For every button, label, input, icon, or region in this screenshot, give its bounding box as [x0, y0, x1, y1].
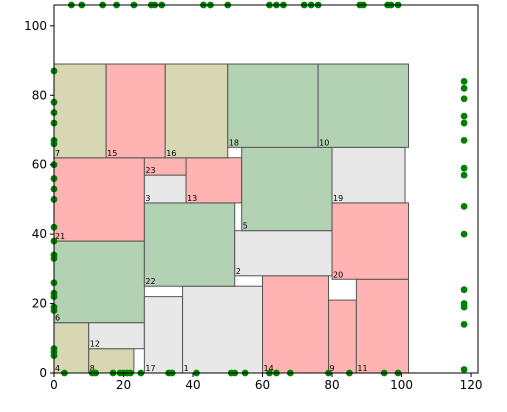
rect-label-22: 22 — [145, 277, 155, 286]
rect-label-8: 8 — [90, 364, 95, 373]
rect-14 — [262, 275, 330, 374]
y-tick-label-40: 40 — [32, 227, 47, 241]
point-80 — [460, 366, 468, 373]
rect-15 — [105, 63, 166, 159]
rect-1 — [182, 285, 264, 374]
rect-7 — [53, 63, 107, 159]
point-69 — [460, 112, 468, 120]
rectangles-layer — [53, 63, 409, 374]
point-79 — [460, 320, 468, 328]
rect-18 — [227, 63, 319, 148]
rect-label-11: 11 — [357, 364, 367, 373]
rect-label-9: 9 — [330, 364, 335, 373]
rect-label-10: 10 — [319, 138, 329, 147]
rect-17 — [143, 296, 184, 374]
rect-label-6: 6 — [55, 314, 60, 323]
rect-11 — [355, 278, 409, 374]
rect-2 — [234, 230, 333, 277]
x-tick-label-20: 20 — [116, 378, 131, 392]
y-tick-label-0: 0 — [39, 366, 47, 380]
rect-10 — [317, 63, 409, 148]
rect-label-5: 5 — [243, 222, 248, 231]
point-72 — [460, 164, 468, 172]
rect-9 — [328, 299, 357, 374]
point-75 — [460, 230, 468, 238]
x-tick-label-120: 120 — [460, 378, 483, 392]
point-73 — [460, 171, 468, 179]
rect-label-20: 20 — [333, 270, 343, 279]
rect-label-23: 23 — [145, 166, 155, 175]
point-67 — [460, 84, 468, 92]
point-74 — [460, 202, 468, 210]
rect-label-2: 2 — [236, 267, 241, 276]
rect-label-12: 12 — [90, 340, 100, 349]
y-tick-label-20: 20 — [32, 297, 47, 311]
rect-label-4: 4 — [55, 364, 60, 373]
point-70 — [460, 119, 468, 127]
rect-label-16: 16 — [166, 149, 176, 158]
rect-12 — [88, 322, 145, 350]
rect-label-3: 3 — [145, 194, 150, 203]
rect-label-13: 13 — [187, 194, 197, 203]
rect-20 — [331, 202, 409, 280]
plot-frame — [53, 4, 479, 374]
y-tick-label-100: 100 — [24, 19, 47, 33]
y-tick-label-60: 60 — [32, 158, 47, 172]
x-tick-label-60: 60 — [255, 378, 270, 392]
x-tick-label-40: 40 — [185, 378, 200, 392]
rect-5 — [241, 146, 333, 232]
rect-label-19: 19 — [333, 194, 343, 203]
point-68 — [460, 95, 468, 103]
x-tick-label-80: 80 — [324, 378, 339, 392]
rect-label-18: 18 — [229, 138, 239, 147]
point-76 — [460, 286, 468, 294]
rect-label-15: 15 — [107, 149, 117, 158]
x-tick-label-100: 100 — [390, 378, 413, 392]
rect-22 — [143, 202, 236, 287]
rect-label-17: 17 — [145, 364, 155, 373]
rect-label-14: 14 — [264, 364, 274, 373]
point-66 — [460, 77, 468, 85]
rect-label-7: 7 — [55, 149, 60, 158]
x-tick-label-0: 0 — [50, 378, 58, 392]
point-71 — [460, 136, 468, 144]
rect-6 — [53, 240, 145, 324]
y-tick-label-80: 80 — [32, 88, 47, 102]
rect-19 — [331, 146, 406, 204]
rect-label-21: 21 — [55, 232, 65, 241]
point-78 — [460, 303, 468, 311]
rect-21 — [53, 157, 145, 242]
rect-16 — [164, 63, 229, 159]
rect-3 — [143, 174, 187, 204]
rect-8 — [88, 348, 135, 374]
rect-label-1: 1 — [184, 364, 189, 373]
